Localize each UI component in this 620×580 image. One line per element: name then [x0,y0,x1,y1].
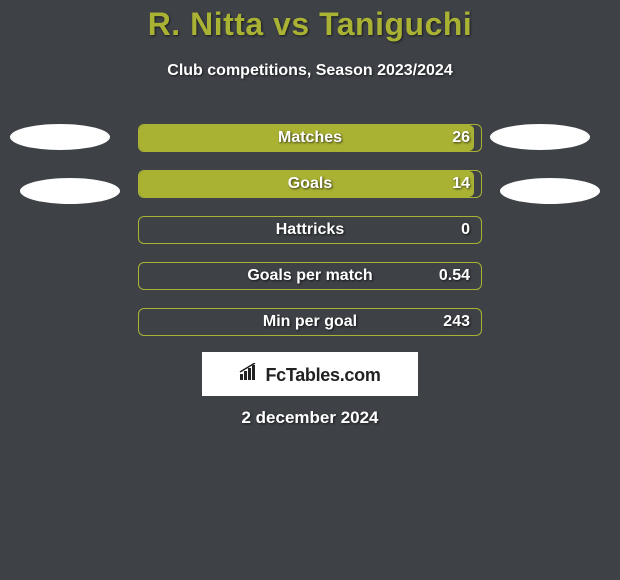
decor-ellipse-left-top [10,124,110,150]
stat-bar-value: 14 [138,170,470,198]
decor-ellipse-right-top [490,124,590,150]
stats-card: R. Nitta vs Taniguchi Club competitions,… [0,0,620,580]
bar-chart-icon [239,363,261,381]
stat-bar-value: 0.54 [138,262,470,290]
brand-text: FcTables.com [265,365,380,386]
stat-bar-value: 243 [138,308,470,336]
date-line: 2 december 2024 [0,408,620,428]
decor-ellipse-left-bottom [20,178,120,204]
brand-box: FcTables.com [202,352,418,396]
subtitle: Club competitions, Season 2023/2024 [0,62,620,80]
page-title: R. Nitta vs Taniguchi [0,6,620,43]
stat-bar-value: 26 [138,124,470,152]
decor-ellipse-right-bottom [500,178,600,204]
stat-bar-value: 0 [138,216,470,244]
